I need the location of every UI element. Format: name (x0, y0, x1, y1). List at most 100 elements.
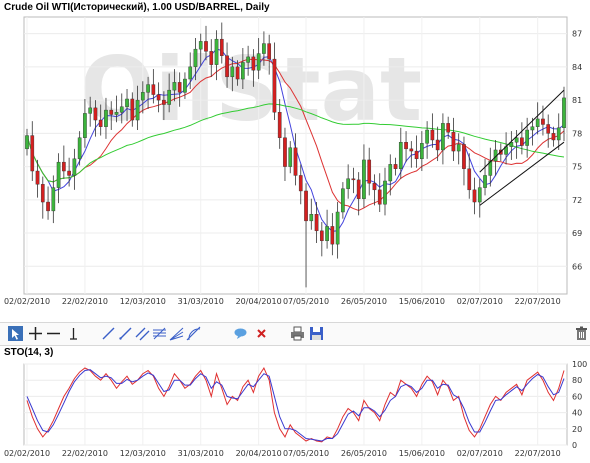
candle-body (246, 56, 250, 63)
price-tick: 69 (572, 229, 582, 238)
candle-body (530, 126, 535, 131)
candle-body (109, 109, 114, 115)
candle-body (183, 78, 187, 93)
crosshair-icon[interactable] (28, 326, 43, 341)
trend-channel (479, 89, 565, 206)
candle-body (309, 214, 314, 222)
candle-body (462, 144, 466, 169)
candle-body (441, 123, 445, 151)
save-icon[interactable] (309, 326, 324, 341)
candle-body (346, 178, 350, 189)
sto-tick: 100 (572, 360, 587, 369)
channel-icon[interactable] (135, 326, 150, 341)
candle-body (51, 187, 56, 212)
candle-body (483, 175, 487, 188)
delete-icon[interactable] (254, 326, 269, 341)
candle-body (546, 124, 551, 134)
date-tick: 02/02/2010 (4, 297, 50, 306)
candle-body (104, 109, 108, 127)
date-tick: 22/02/2010 (62, 297, 108, 306)
watermark-text: OilStat (80, 38, 422, 141)
candle-body (114, 112, 119, 115)
candle-body (330, 226, 335, 245)
candle-body (372, 182, 377, 191)
candle-body (435, 139, 440, 151)
price-tick: 81 (572, 96, 582, 105)
price-chart[interactable]: OilStat 66 69 72 75 78 81 84 87 02/02/2010 22/02… (0, 0, 590, 322)
channel-upper-line[interactable] (479, 89, 565, 173)
candle-body (140, 92, 145, 101)
candle-body (351, 178, 356, 181)
watermark: OilStat (80, 38, 422, 141)
candle-body (430, 129, 435, 141)
candle-body (230, 66, 235, 78)
candle-body (219, 38, 224, 56)
candle-body (277, 112, 282, 138)
candle-body (25, 135, 29, 150)
candle-body (88, 107, 93, 114)
ray-icon[interactable] (118, 326, 133, 341)
candle-body (477, 187, 482, 203)
candle-body (225, 55, 229, 78)
candle-body (130, 98, 135, 121)
candle-body (414, 150, 419, 160)
date-tick: 07/05/2010 (283, 297, 329, 306)
candle-body (341, 188, 345, 213)
moving-average-line (26, 58, 565, 212)
trend-line-icon[interactable] (101, 326, 116, 341)
candle-body (193, 48, 198, 68)
fan-icon[interactable] (169, 326, 184, 341)
candle-body (135, 99, 140, 121)
comment-icon[interactable] (233, 326, 248, 341)
cursor-icon[interactable] (8, 326, 23, 341)
sto-tick: 80 (572, 376, 582, 385)
stochastic-date-axis: 02/02/2010 22/02/2010 12/03/2010 31/03/2010… (4, 449, 561, 458)
sto-date-tick: 02/02/2010 (4, 449, 50, 458)
date-tick: 15/06/2010 (399, 297, 445, 306)
drawing-toolbar (0, 322, 590, 346)
arc-icon[interactable] (186, 326, 201, 341)
candle-body (377, 189, 382, 205)
stochastic-chart[interactable]: 0 20 40 60 80 100 02/02/2010 22/02/2010 12/03/2… (0, 344, 590, 463)
candle-body (156, 94, 161, 101)
date-tick: 31/03/2010 (178, 297, 224, 306)
stochastic-lines (26, 366, 565, 443)
stochastic-grid (23, 363, 568, 446)
candle-body (535, 118, 540, 127)
candle-body (367, 159, 372, 184)
candle-body (420, 143, 424, 160)
candle-body (235, 66, 240, 80)
candle-body (35, 170, 40, 185)
candle-body (30, 135, 35, 172)
date-tick: 26/05/2010 (341, 297, 387, 306)
candle-body (446, 123, 451, 133)
candlestick-series (25, 22, 566, 288)
candle-body (167, 89, 171, 105)
date-tick: 12/03/2010 (120, 297, 166, 306)
print-icon[interactable] (290, 326, 305, 341)
candle-body (188, 66, 193, 80)
channel-lower-line[interactable] (479, 141, 565, 206)
sto-tick: 20 (572, 425, 582, 434)
candle-body (283, 137, 287, 167)
candle-body (72, 158, 77, 176)
fibonacci-icon[interactable] (152, 326, 167, 341)
date-axis: 02/02/2010 22/02/2010 12/03/2010 31/03/2010… (4, 297, 561, 306)
candle-body (335, 211, 340, 245)
date-tick: 02/07/2010 (457, 297, 503, 306)
candle-body (262, 43, 266, 54)
candle-body (256, 53, 261, 71)
price-tick: 87 (572, 30, 582, 39)
candle-body (241, 62, 245, 80)
vertical-line-icon[interactable] (66, 326, 81, 341)
candle-body (314, 214, 319, 232)
candle-body (77, 137, 82, 160)
trash-icon[interactable] (574, 326, 589, 341)
candle-body (356, 179, 361, 199)
candle-body (172, 82, 177, 91)
sto-date-tick: 22/07/2010 (515, 449, 561, 458)
candle-body (40, 184, 45, 203)
horizontal-line-icon[interactable] (46, 326, 61, 341)
sto-date-tick: 02/07/2010 (457, 449, 503, 458)
chart-title: Crude Oil WTI(Исторический), 1.00 USD/BA… (4, 2, 270, 13)
